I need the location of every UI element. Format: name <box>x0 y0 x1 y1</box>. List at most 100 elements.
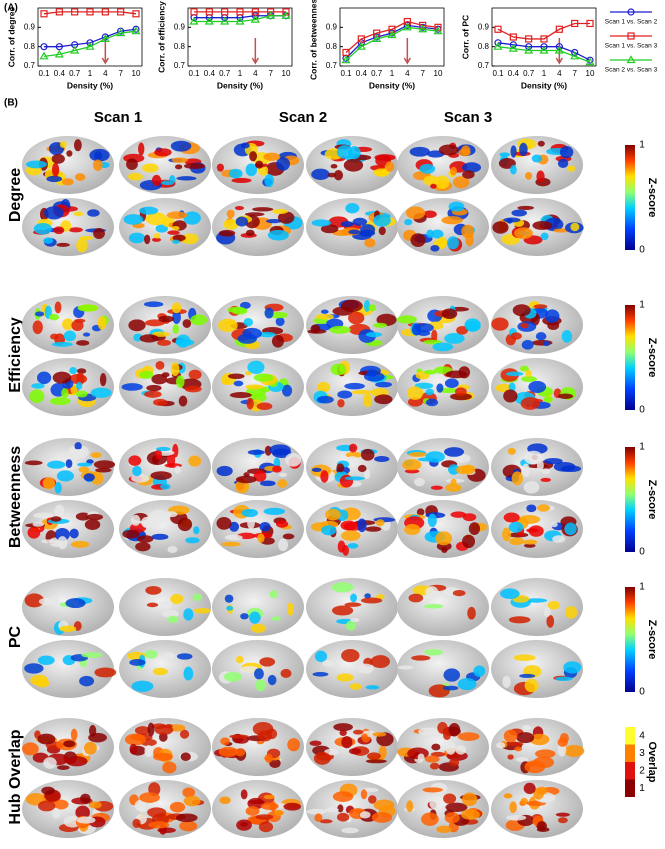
brain-blob <box>71 320 84 332</box>
brain-blob <box>254 668 264 680</box>
brain-blob <box>37 733 56 745</box>
brain-blob <box>247 449 265 455</box>
marker <box>40 10 48 18</box>
brain-blob <box>418 727 440 736</box>
brain <box>212 718 304 776</box>
brain-blob <box>65 598 86 609</box>
brain-blob <box>520 797 529 806</box>
brain-blob <box>167 545 178 553</box>
brain-blob <box>458 148 471 157</box>
brain-blob <box>462 534 476 549</box>
brain-blob <box>170 140 192 152</box>
brain-blob <box>272 465 282 473</box>
brain-blob <box>172 239 180 244</box>
brain-blob <box>253 373 274 382</box>
brain-blob <box>70 540 90 548</box>
brain-blob <box>518 515 541 524</box>
colorbar-tick-label: 0 <box>639 547 645 558</box>
x-tick-label: 4 <box>557 69 562 78</box>
brain-blob <box>509 537 525 546</box>
brain-blob <box>224 594 234 603</box>
brain-blob <box>145 585 162 595</box>
brain-blob <box>452 589 466 597</box>
brain-blob <box>528 525 544 537</box>
marker <box>434 23 442 31</box>
brain-blob <box>336 463 345 473</box>
brain-blob <box>558 393 574 399</box>
brain-blob <box>333 170 344 181</box>
brain-blob <box>92 159 103 171</box>
brain-blob <box>306 808 327 815</box>
marker <box>525 35 533 43</box>
brain-blob <box>142 521 161 528</box>
brain-blob <box>333 723 353 732</box>
brain-blob <box>542 340 551 347</box>
brain-blob <box>343 158 364 172</box>
x-tick-label: 0.1 <box>340 69 352 78</box>
brain-blob <box>152 667 168 676</box>
brain-blob <box>223 672 242 682</box>
brain-blob <box>24 460 43 466</box>
brain-blob <box>402 459 422 471</box>
brain-blob <box>461 464 476 475</box>
marker <box>266 11 276 19</box>
brain-blob <box>492 221 509 234</box>
marker <box>433 26 443 35</box>
y-tick-label: 0.7 <box>24 61 36 70</box>
brain-blob <box>340 299 363 313</box>
brain-blob <box>131 680 154 692</box>
brain-blob <box>524 678 539 693</box>
brain-blob <box>557 158 569 169</box>
brain-blob <box>166 211 188 220</box>
y-axis-label: Corr. of degree <box>6 7 16 68</box>
brain-blob <box>536 459 544 472</box>
brain-blob <box>337 804 344 813</box>
brain-blob <box>74 442 82 450</box>
brain-blob <box>559 146 574 159</box>
brain-blob <box>223 219 239 230</box>
brain-blob <box>77 462 93 467</box>
brain <box>306 500 398 558</box>
brain-blob <box>166 453 176 468</box>
brain-blob <box>33 512 54 519</box>
brain-blob <box>155 224 168 233</box>
brain-blob <box>157 827 176 834</box>
brain-blob <box>218 229 236 237</box>
x-tick-label: 4 <box>103 69 108 78</box>
brain-blob <box>314 650 328 663</box>
brain-blob <box>144 745 154 758</box>
brain-blob <box>271 334 284 348</box>
brain-blob <box>259 480 276 487</box>
brain-blob <box>259 657 276 667</box>
marker <box>372 34 382 43</box>
brain-blob <box>275 520 289 528</box>
x-tick-label: 10 <box>586 69 595 78</box>
brain-blob <box>336 145 353 159</box>
brain-blob <box>154 148 172 157</box>
brain-blob <box>430 183 437 189</box>
marker <box>101 8 109 16</box>
brain-blob <box>236 655 244 664</box>
brain <box>306 718 398 776</box>
marker <box>267 8 275 16</box>
brain-blob <box>167 615 179 624</box>
brain-blob <box>193 607 211 614</box>
marker <box>419 21 427 29</box>
brain-blob <box>427 513 437 528</box>
marker <box>342 48 350 57</box>
brain-blob <box>25 160 47 169</box>
brain-blob <box>313 751 331 765</box>
brain-blob <box>552 535 566 543</box>
marker <box>554 45 564 54</box>
brain <box>397 358 489 416</box>
brain-blob <box>564 606 578 619</box>
arrow-head <box>403 57 411 65</box>
brain-blob <box>520 365 529 372</box>
brain <box>119 578 211 636</box>
colorbar <box>625 145 635 250</box>
brain-blob <box>316 395 334 404</box>
brain-blob <box>411 655 431 661</box>
brain-blob <box>172 324 180 334</box>
brain-blob <box>364 238 376 248</box>
brain-blob <box>135 541 151 552</box>
